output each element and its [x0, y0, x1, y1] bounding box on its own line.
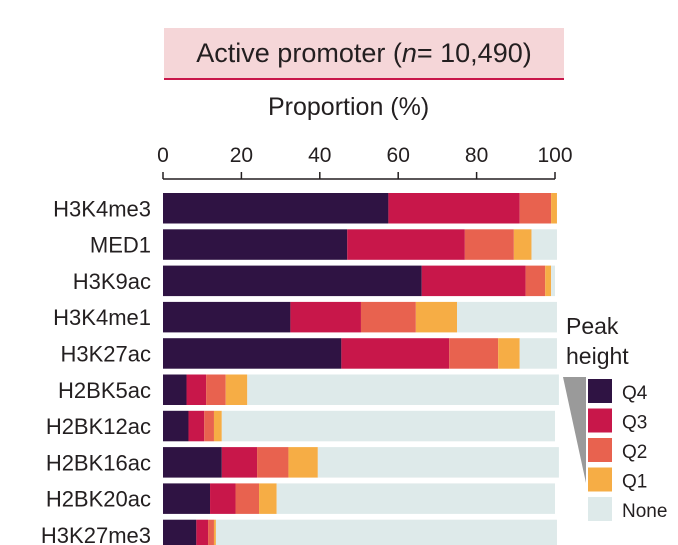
- bar-segment-q1: [213, 519, 216, 545]
- bar-segment-none: [276, 483, 555, 514]
- bar-segment-q4: [163, 229, 348, 260]
- bar-segment-none: [457, 301, 557, 333]
- legend-swatch: [588, 438, 612, 462]
- legend-title: Peak height: [566, 311, 629, 371]
- bar-segment-q3: [388, 193, 520, 224]
- bar-segment-q3: [188, 410, 205, 442]
- bar-segment-q1: [551, 193, 557, 224]
- x-tick-label: 40: [308, 144, 331, 167]
- bar-segment-q4: [163, 447, 222, 478]
- category-label: H3K4me1: [53, 305, 151, 330]
- category-label: H2BK20ac: [46, 487, 151, 512]
- bar-segment-none: [247, 374, 559, 405]
- title-suffix: = 10,490): [416, 37, 532, 68]
- bar-segment-q2: [257, 447, 289, 478]
- bar-segment-q2: [360, 301, 416, 333]
- legend-label: Q4: [622, 383, 648, 404]
- legend-swatch: [588, 379, 612, 403]
- bar-segment-none: [215, 519, 557, 545]
- bar-segment-q1: [513, 229, 532, 260]
- bar-segment-q3: [210, 483, 236, 514]
- bar-segment-q1: [498, 338, 520, 369]
- category-label: H2BK12ac: [46, 414, 151, 439]
- legend-title-line1: Peak: [566, 313, 619, 339]
- x-axis-title: Proportion (%): [268, 93, 430, 121]
- bar-segment-q4: [163, 265, 422, 297]
- bar-segment-none: [221, 410, 556, 442]
- bar-segment-q3: [347, 229, 465, 260]
- title-prefix: Active promoter (: [196, 37, 402, 68]
- bar-segment-q4: [163, 193, 389, 224]
- bar-segment-q1: [415, 301, 457, 333]
- bar-segment-q2: [235, 483, 260, 514]
- legend-swatch: [588, 408, 612, 433]
- bar-segment-q2: [519, 193, 552, 224]
- bar-segment-q2: [208, 519, 214, 545]
- bar-segment-q3: [421, 265, 526, 297]
- x-tick-label: 60: [387, 144, 410, 167]
- bar-segment-q3: [341, 338, 450, 369]
- legend-label: Q3: [622, 413, 647, 434]
- legend-label: Q2: [622, 442, 647, 463]
- x-tick-label: 100: [537, 144, 572, 167]
- bar-segment-none: [551, 265, 555, 297]
- bar-segment-q1: [545, 265, 552, 297]
- x-tick-label: 20: [230, 144, 253, 167]
- bar-segment-q1: [225, 374, 248, 405]
- bar-segment-none: [317, 447, 559, 478]
- bar-segment-q4: [163, 338, 342, 369]
- bar-segment-q2: [206, 374, 226, 405]
- category-label: H3K27ac: [60, 341, 151, 366]
- bar-segment-none: [531, 229, 557, 260]
- legend-label: None: [622, 501, 667, 522]
- bar-segment-q2: [449, 338, 499, 369]
- legend-swatch: [588, 467, 612, 492]
- x-tick-label: 80: [465, 144, 488, 167]
- bar-segment-q3: [290, 301, 361, 333]
- category-label: H3K27me3: [41, 523, 151, 545]
- bar-segment-q4: [163, 483, 211, 514]
- bar-segment-q4: [163, 410, 189, 442]
- category-label: H2BK16ac: [46, 450, 151, 475]
- bar-segment-q3: [196, 519, 209, 545]
- x-tick-label: 0: [157, 144, 169, 167]
- title-variable: n: [401, 37, 417, 68]
- legend-wedge-icon: [563, 377, 586, 483]
- bar-segment-q1: [213, 410, 222, 442]
- category-label: H2BK5ac: [58, 378, 151, 403]
- category-label: H3K9ac: [73, 269, 151, 294]
- bar-segment-q2: [464, 229, 514, 260]
- bar-segment-none: [519, 338, 557, 369]
- category-label: MED1: [90, 233, 151, 258]
- legend-swatch: [588, 497, 612, 521]
- legend-title-line2: height: [566, 343, 629, 369]
- bar-segment-q1: [288, 447, 318, 478]
- bar-segment-q2: [525, 265, 546, 297]
- bar-segment-q2: [204, 410, 214, 442]
- bar-segment-q4: [163, 301, 291, 333]
- category-label: H3K4me3: [53, 196, 151, 221]
- bar-segment-q1: [259, 483, 277, 514]
- chart-title: Active promoter (n = 10,490): [164, 28, 564, 80]
- legend-label: Q1: [622, 472, 647, 493]
- bar-segment-q4: [163, 519, 197, 545]
- bar-segment-q4: [163, 374, 187, 405]
- bar-segment-q3: [186, 374, 207, 405]
- bar-segment-q3: [221, 447, 258, 478]
